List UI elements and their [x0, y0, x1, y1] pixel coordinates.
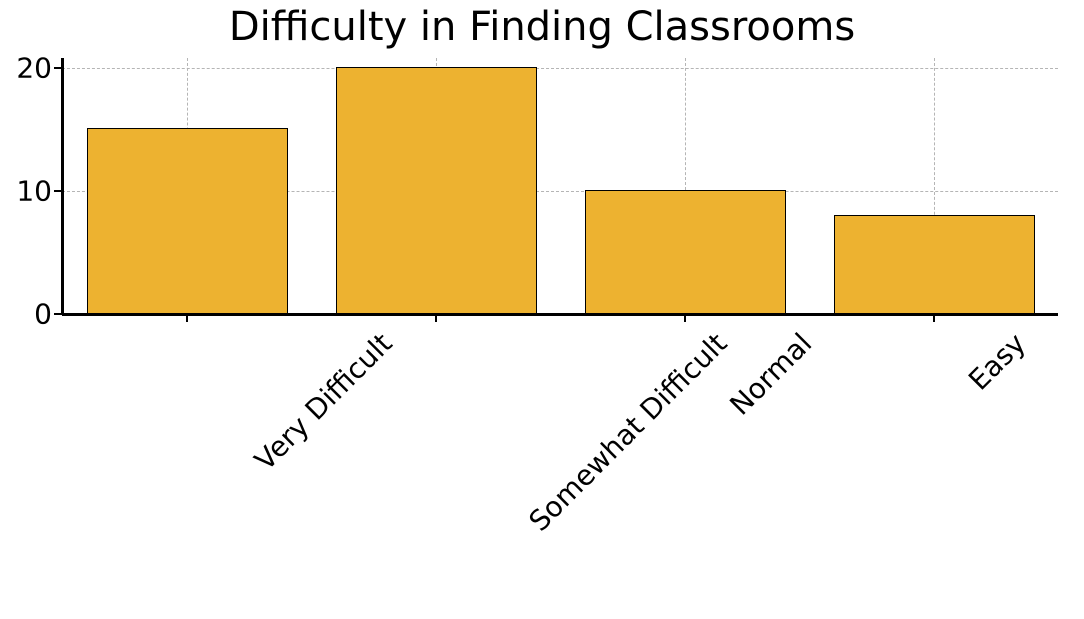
- bar: [834, 215, 1035, 314]
- bar: [336, 67, 537, 314]
- grid-line-horizontal: [62, 68, 1058, 69]
- x-tick-label: Somewhat Difficult: [509, 314, 733, 538]
- chart-title: Difficulty in Finding Classrooms: [0, 4, 1084, 50]
- bar: [87, 128, 288, 314]
- x-tick-label: Normal: [710, 314, 818, 422]
- x-tick-label: Easy: [949, 314, 1032, 397]
- y-axis-line: [61, 58, 64, 314]
- plot-area: 01020Very DifficultSomewhat DifficultNor…: [62, 58, 1058, 314]
- bar: [585, 190, 786, 314]
- chart-container: Difficulty in Finding Classrooms 01020Ve…: [0, 0, 1084, 619]
- x-tick-label: Very Difficult: [235, 314, 398, 477]
- x-axis-line: [62, 313, 1058, 316]
